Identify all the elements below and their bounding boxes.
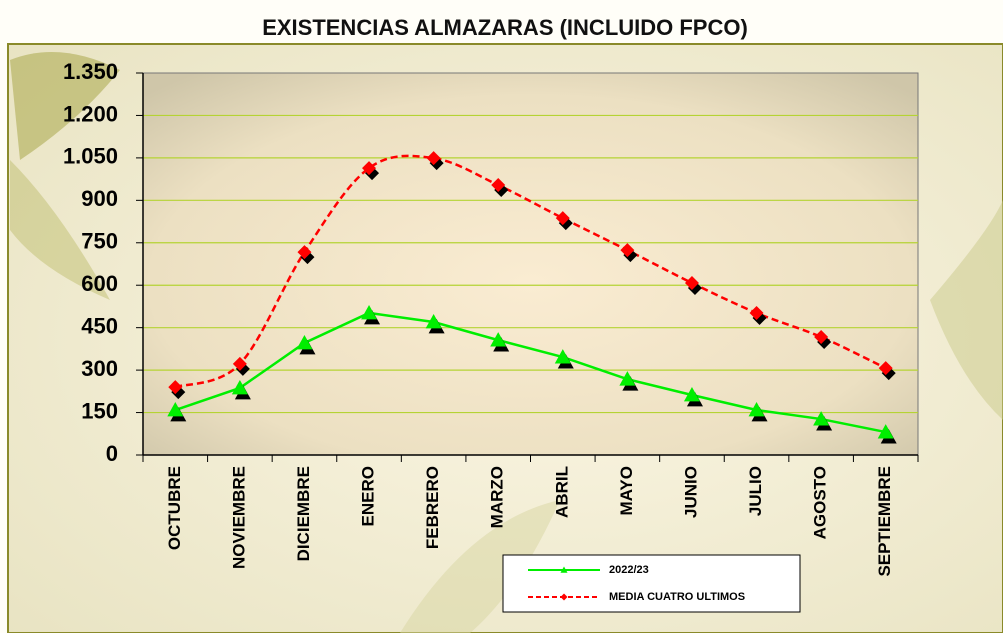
- y-tick-label: 750: [81, 229, 118, 254]
- marker: [168, 380, 183, 395]
- y-tick-label: 150: [81, 398, 118, 423]
- marker: [361, 304, 378, 320]
- marker: [231, 379, 248, 395]
- data-point: [361, 304, 381, 325]
- marker: [813, 411, 830, 426]
- marker: [425, 314, 442, 329]
- y-tick-label: 1.050: [63, 144, 118, 169]
- data-point: [490, 332, 510, 352]
- chart-title: EXISTENCIAS ALMAZARAS (INCLUIDO FPCO): [262, 15, 748, 40]
- y-tick-label: 1.350: [63, 59, 118, 84]
- data-point: [232, 356, 250, 376]
- data-point: [749, 305, 767, 325]
- marker: [297, 245, 312, 260]
- x-tick-label: OCTUBRE: [165, 466, 184, 550]
- plot-area: [142, 72, 919, 456]
- data-point: [296, 334, 316, 355]
- legend-label: 2022/23: [609, 564, 649, 576]
- marker: [490, 332, 507, 347]
- data-point: [297, 245, 315, 265]
- marker: [426, 151, 441, 166]
- marker: [167, 402, 184, 417]
- data-point: [748, 402, 768, 422]
- series-line: [174, 311, 886, 434]
- marker: [491, 178, 506, 193]
- y-tick-label: 450: [81, 313, 118, 338]
- x-tick-label: ENERO: [359, 466, 378, 526]
- data-point: [554, 349, 574, 369]
- leaf-decoration: [10, 52, 120, 160]
- marker: [296, 334, 313, 350]
- data-point: [168, 380, 186, 400]
- x-tick-label: MAYO: [617, 466, 636, 515]
- data-point: [683, 387, 703, 407]
- legend-marker: [560, 566, 568, 573]
- data-point: [425, 314, 445, 334]
- x-tick-label: MARZO: [488, 466, 507, 528]
- legend-marker: [560, 593, 568, 601]
- x-tick-label: NOVIEMBRE: [229, 466, 248, 569]
- data-point: [167, 402, 187, 422]
- x-tick-label: ABRIL: [552, 466, 571, 518]
- data-point: [619, 371, 639, 391]
- y-tick-label: 600: [81, 271, 118, 296]
- marker: [620, 243, 635, 258]
- legend: [502, 554, 801, 613]
- marker: [362, 161, 377, 176]
- marker: [619, 371, 636, 386]
- marker: [683, 387, 700, 402]
- data-point: [555, 211, 573, 231]
- data-point: [491, 178, 509, 198]
- x-tick-label: DICIEMBRE: [294, 466, 313, 561]
- y-tick-label: 1.200: [63, 101, 118, 126]
- marker: [878, 361, 893, 376]
- marker: [877, 424, 894, 439]
- data-point: [878, 361, 896, 381]
- y-tick-label: 900: [81, 186, 118, 211]
- x-tick-label: JUNIO: [681, 466, 700, 518]
- leaf-decoration: [10, 160, 110, 300]
- legend-label: MEDIA CUATRO ULTIMOS: [609, 591, 745, 603]
- marker-shadow: [300, 250, 315, 265]
- data-point: [813, 411, 833, 431]
- marker: [232, 356, 247, 371]
- marker: [748, 402, 765, 417]
- x-tick-label: SEPTIEMBRE: [875, 466, 894, 577]
- x-tick-label: JULIO: [746, 466, 765, 516]
- data-point: [684, 275, 702, 295]
- leaf-decoration: [930, 200, 1003, 420]
- data-point: [426, 151, 444, 171]
- data-point: [620, 243, 638, 263]
- data-point: [814, 330, 832, 350]
- marker: [684, 275, 699, 290]
- marker: [555, 211, 570, 226]
- marker: [814, 330, 829, 345]
- leaf-decoration: [400, 500, 560, 633]
- marker: [749, 305, 764, 320]
- data-point: [362, 161, 380, 181]
- y-tick-label: 300: [81, 356, 118, 381]
- data-point: [231, 379, 251, 400]
- y-tick-label: 0: [106, 441, 118, 466]
- marker: [554, 349, 571, 364]
- x-tick-label: FEBRERO: [423, 466, 442, 549]
- data-point: [877, 424, 897, 444]
- x-tick-label: AGOSTO: [811, 466, 830, 539]
